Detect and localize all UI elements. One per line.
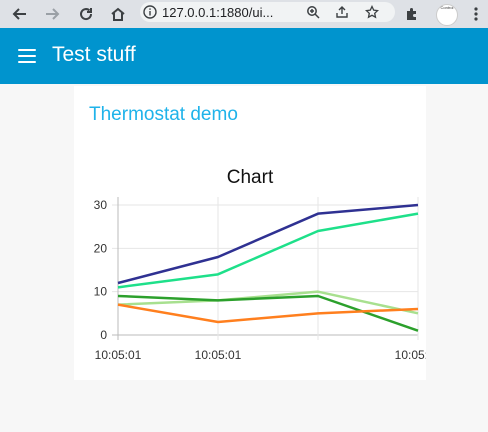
x-tick-label: 10:05:01 [195,348,242,362]
hamburger-menu-icon[interactable] [16,44,40,68]
x-tick-label: 10:05:01 [395,348,426,362]
reload-icon[interactable] [74,2,98,26]
home-icon[interactable] [106,2,130,26]
address-bar[interactable]: 127.0.0.1:1880/ui... [140,2,395,22]
card-title: Thermostat demo [89,104,238,125]
series-line-5 [117,303,419,324]
extensions-puzzle-icon[interactable] [400,2,424,26]
back-icon[interactable] [8,2,32,26]
y-tick-label: 20 [94,241,108,255]
zoom-icon[interactable] [303,2,323,22]
app-toolbar: Test stuff [0,28,488,84]
chart-title: Chart [227,167,274,188]
bookmark-star-icon[interactable] [362,2,382,22]
url-text: 127.0.0.1:1880/ui... [162,4,274,20]
x-tick-label: 10:05:01 [95,348,142,362]
page-title: Test stuff [52,43,136,66]
more-menu-icon[interactable] [464,2,488,26]
share-icon[interactable] [332,2,352,22]
site-info-icon[interactable] [140,2,160,22]
profile-avatar[interactable]: Control [436,4,458,26]
series-line-2 [117,212,419,289]
line-chart: Chart 0 10 20 30 10:05:01 10:05:01 10:05:01 [94,167,426,362]
series-line-3 [117,290,419,315]
browser-toolbar: 127.0.0.1:1880/ui... Control [0,0,488,28]
y-tick-label: 0 [100,328,107,342]
forward-icon[interactable] [40,2,64,26]
y-tick-label: 10 [94,285,108,299]
avatar-label: Control [440,5,454,10]
dashboard-card: Thermostat demo Chart 0 10 20 30 10:05:01 10:… [74,86,426,380]
y-tick-label: 30 [94,198,108,212]
series-line-1 [117,203,419,285]
series-line-4 [117,294,419,332]
